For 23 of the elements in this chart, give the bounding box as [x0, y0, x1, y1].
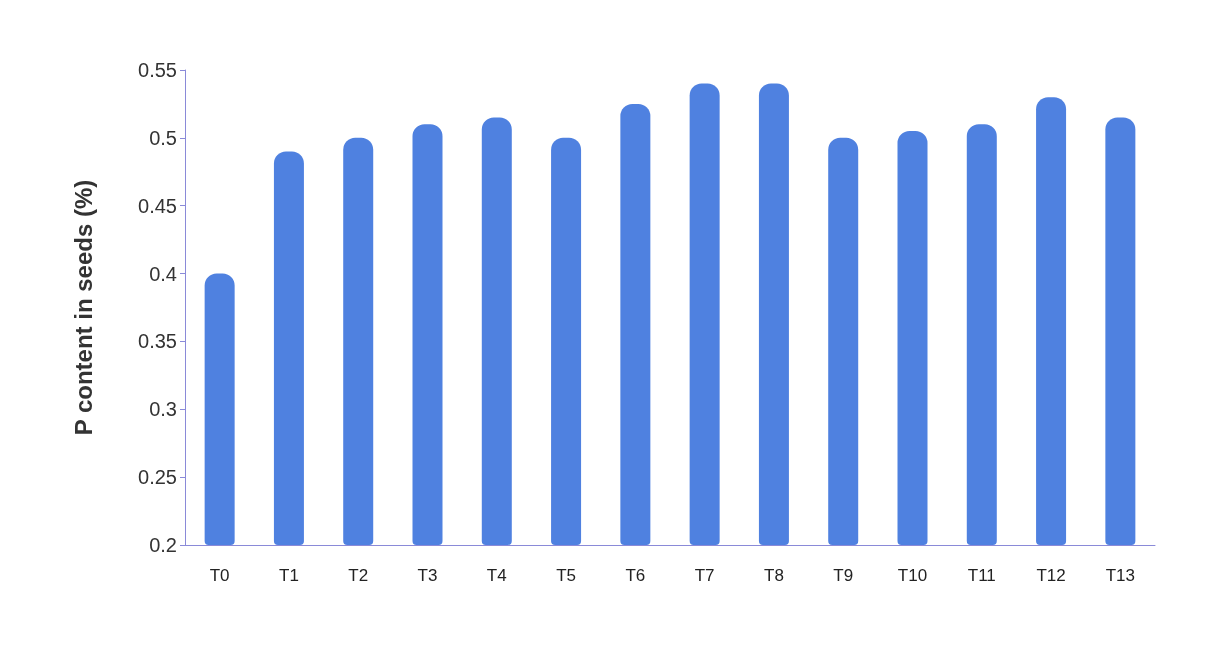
y-tick-label: 0.5 — [149, 126, 177, 149]
y-tick-label: 0.55 — [138, 59, 177, 81]
x-tick-label: T9 — [833, 566, 854, 585]
y-tick-label: 0.35 — [138, 330, 177, 353]
x-tick-label: T3 — [417, 566, 438, 585]
x-tick-label: T11 — [967, 566, 996, 585]
y-axis-title: P content in seeds (%) — [69, 179, 97, 436]
y-tick-label: 0.3 — [149, 398, 177, 421]
x-tick-label: T8 — [764, 566, 784, 585]
x-tick-label: T10 — [897, 566, 928, 585]
x-tick-label: T12 — [1036, 566, 1066, 585]
x-tick-label: T6 — [625, 566, 646, 585]
x-tick-label: T0 — [209, 566, 230, 585]
y-tick-label: 0.45 — [138, 194, 177, 217]
x-tick-label: T5 — [556, 566, 576, 585]
y-tick-label: 0.2 — [149, 534, 177, 556]
x-tick-label: T7 — [694, 566, 715, 585]
x-tick-label: T13 — [1105, 566, 1136, 585]
y-tick-label: 0.4 — [149, 262, 177, 285]
x-tick-label: T4 — [486, 566, 507, 585]
x-tick-label: T1 — [279, 566, 299, 585]
x-tick-label: T2 — [348, 566, 369, 585]
y-tick-label: 0.25 — [138, 466, 177, 489]
